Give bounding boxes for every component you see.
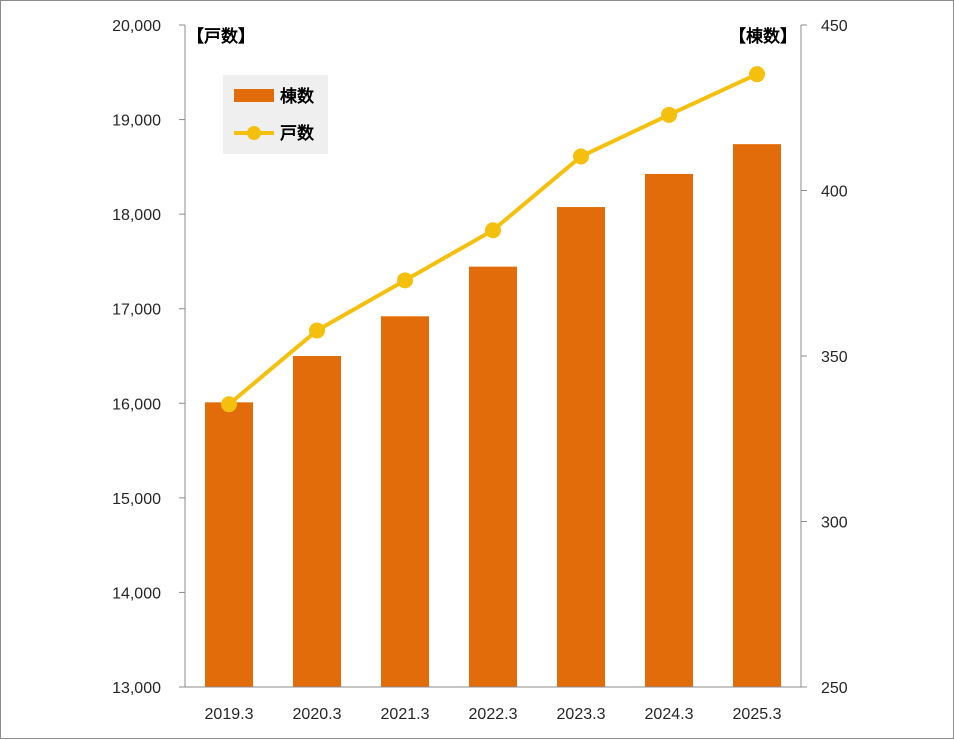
point-2025.3 <box>749 66 765 83</box>
point-2022.3 <box>485 222 501 239</box>
bar-2019.3 <box>205 402 253 687</box>
left-tick-label: 17,000 <box>112 302 161 319</box>
left-tick-label: 20,000 <box>112 18 161 35</box>
x-tick-label: 2020.3 <box>293 706 342 723</box>
left-tick-label: 16,000 <box>112 396 161 413</box>
right-tick-label: 450 <box>821 18 848 35</box>
right-tick-label: 250 <box>821 680 848 697</box>
point-2023.3 <box>573 148 589 165</box>
x-tick-label: 2024.3 <box>645 706 694 723</box>
x-tick-label: 2023.3 <box>557 706 606 723</box>
x-tick-label: 2025.3 <box>733 706 782 723</box>
x-tick-label: 2021.3 <box>381 706 430 723</box>
point-2020.3 <box>309 322 325 339</box>
legend-box <box>223 75 328 154</box>
right-tick-label: 350 <box>821 349 848 366</box>
x-tick-label: 2022.3 <box>469 706 518 723</box>
legend-swatch-marker <box>247 126 261 140</box>
point-2024.3 <box>661 106 677 123</box>
x-tick-label: 2019.3 <box>205 706 254 723</box>
legend-label-bars: 棟数 <box>280 86 315 107</box>
left-tick-label: 15,000 <box>112 491 161 508</box>
bar-2022.3 <box>469 266 517 687</box>
bar-2024.3 <box>645 173 693 687</box>
legend-label-line: 戸数 <box>280 123 315 144</box>
bar-2020.3 <box>293 356 341 687</box>
right-tick-label: 300 <box>821 515 848 532</box>
bar-2021.3 <box>381 316 429 687</box>
left-tick-label: 19,000 <box>112 113 161 130</box>
left-axis-unit-label: 【戸数】 <box>187 26 255 47</box>
left-tick-label: 13,000 <box>112 680 161 697</box>
right-tick-label: 400 <box>821 184 848 201</box>
bar-2023.3 <box>557 207 605 688</box>
left-tick-label: 18,000 <box>112 207 161 224</box>
right-axis-unit-label: 【棟数】 <box>729 26 797 47</box>
point-2021.3 <box>397 272 413 289</box>
legend-swatch-bars <box>234 89 274 102</box>
left-tick-label: 14,000 <box>112 585 161 602</box>
bar-2025.3 <box>733 144 781 687</box>
point-2019.3 <box>221 396 237 413</box>
